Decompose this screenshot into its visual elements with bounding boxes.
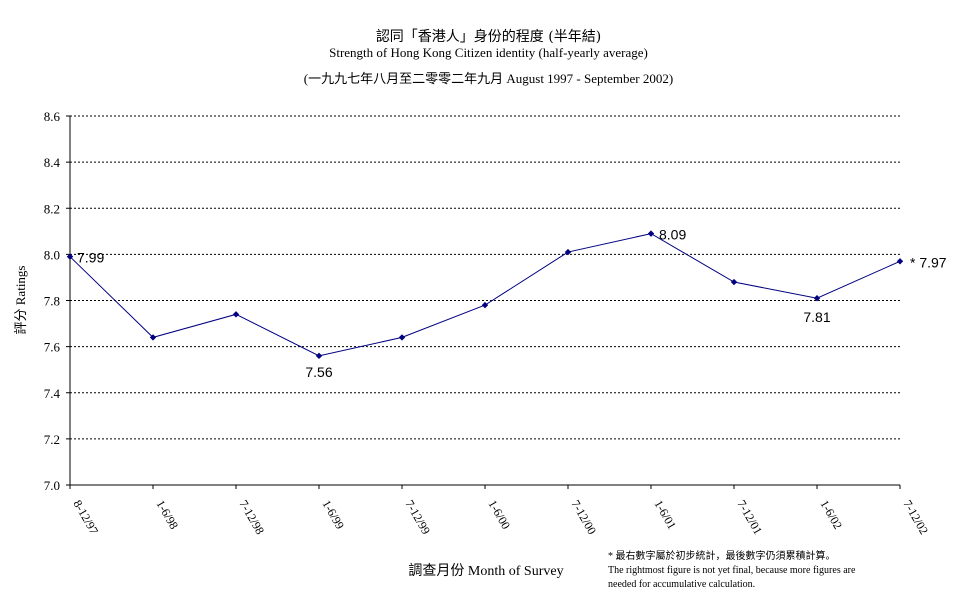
y-tick-label: 7.6 [44,340,61,355]
data-point [66,253,74,260]
x-tick-label: 1-6/01 [651,498,679,532]
data-point [813,294,821,302]
x-tick-label: 8-12/97 [70,498,101,537]
data-point [315,352,323,360]
y-tick-label: 7.8 [44,294,60,309]
data-point [149,334,157,341]
y-tick-label: 8.6 [44,109,61,124]
footnote-line: The rightmost figure is not yet final, b… [608,565,856,576]
x-tick-label: 1-6/02 [817,498,845,532]
footnote: * 最右數字屬於初步統計，最後數字仍須累積計算。 The rightmost f… [608,550,968,592]
footnote-line: needed for accumulative calculation. [608,579,756,590]
data-point [647,230,655,237]
data-point [564,248,572,256]
chart-subtitle: Strength of Hong Kong Citizen identity (… [329,45,648,60]
y-tick-label: 7.0 [44,478,60,493]
x-tick-label: 1-6/98 [153,498,181,532]
y-axis-label: 評分 Ratings [13,266,28,335]
chart-title: 認同「香港人」身份的程度 (半年結) [375,29,602,45]
data-label: 7.99 [77,250,104,266]
data-label: 7.81 [803,309,830,325]
data-point [896,258,904,265]
x-tick-label: 1-6/00 [485,498,513,532]
data-point [398,334,406,341]
x-axis-label: 調查月份 Month of Survey [408,563,563,579]
x-tick-label: 7-12/02 [900,498,931,537]
data-point [730,278,738,286]
y-tick-label: 8.0 [44,247,60,262]
y-tick-label: 7.2 [44,432,60,447]
data-label: 7.56 [305,364,332,380]
y-tick-label: 8.4 [44,155,61,170]
x-tick-label: 7-12/98 [236,498,267,537]
x-tick-label: 1-6/99 [319,498,347,532]
data-point [481,301,489,309]
data-label: * 7.97 [910,254,947,270]
y-tick-label: 8.2 [44,201,60,216]
footnote-line: * 最右數字屬於初步統計，最後數字仍須累積計算。 [608,551,836,562]
data-point [232,311,240,318]
chart-subtitle-date-range: (一九九七年八月至二零零二年九月 August 1997 - September… [303,71,674,86]
data-label: 8.09 [659,227,686,243]
y-tick-label: 7.4 [44,386,61,401]
x-tick-label: 7-12/99 [402,498,433,537]
x-tick-label: 7-12/01 [734,498,765,537]
x-tick-label: 7-12/00 [568,498,599,537]
series-line [69,233,901,357]
